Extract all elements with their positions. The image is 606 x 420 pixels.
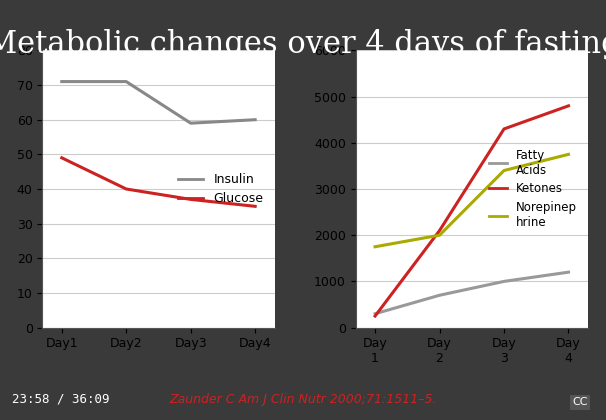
Text: Zaunder C Am J Clin Nutr 2000;71:1511–5.: Zaunder C Am J Clin Nutr 2000;71:1511–5. — [169, 393, 437, 405]
Legend: Fatty
Acids, Ketones, Norepinep
hrine: Fatty Acids, Ketones, Norepinep hrine — [484, 144, 582, 234]
Text: 23:58 / 36:09: 23:58 / 36:09 — [12, 393, 110, 405]
Text: Metabolic changes over 4 days of fasting: Metabolic changes over 4 days of fasting — [0, 29, 606, 60]
Legend: Insulin, Glucose: Insulin, Glucose — [173, 168, 268, 210]
Text: CC: CC — [572, 397, 588, 407]
